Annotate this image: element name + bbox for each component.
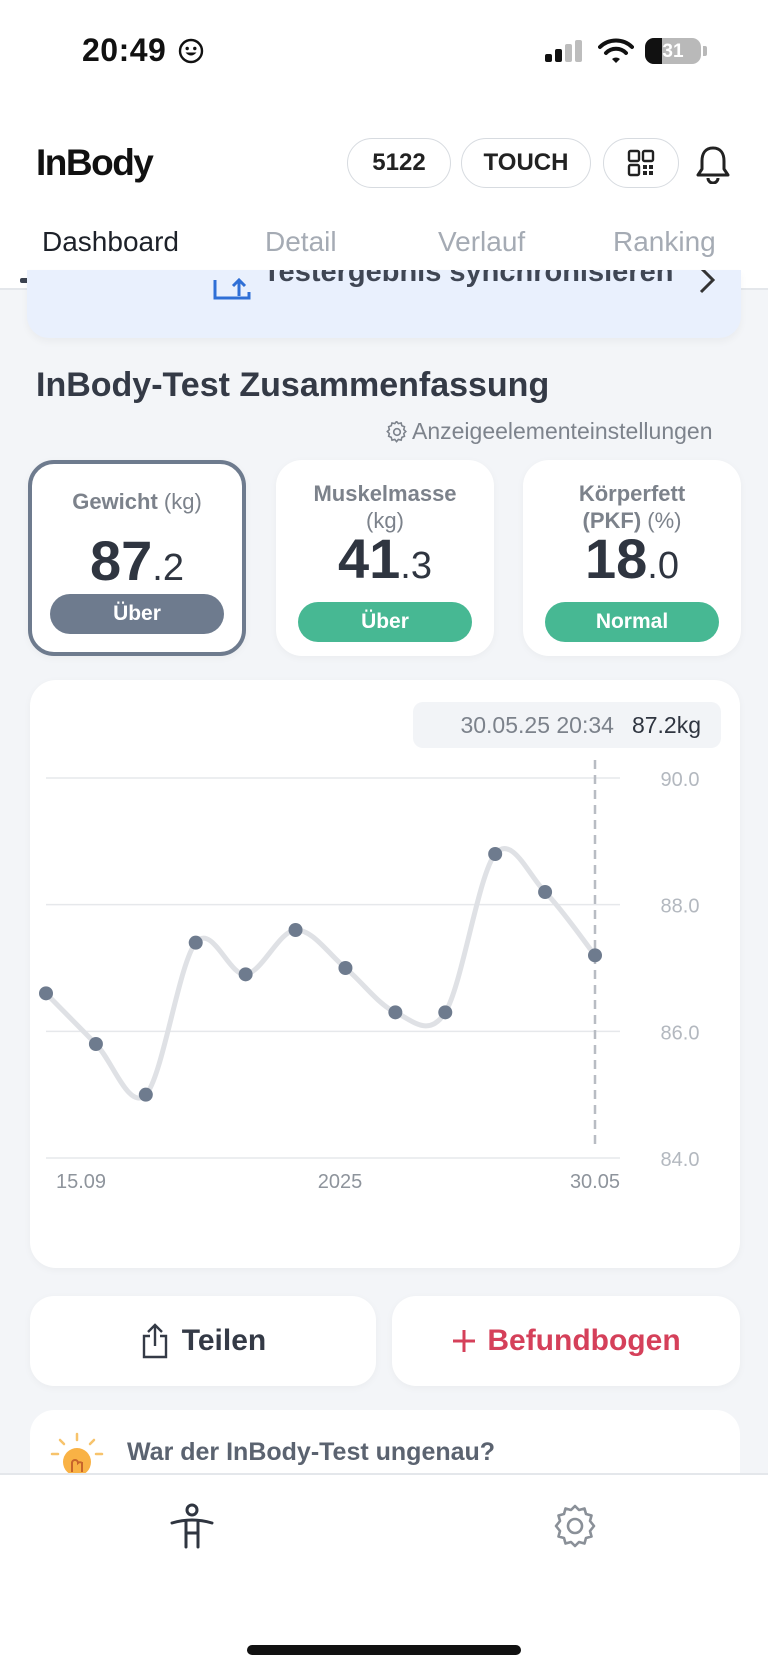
tab-bar: Dashboard Detail Verlauf Ranking	[0, 212, 768, 290]
weight-label: Gewicht (kg)	[72, 489, 202, 514]
chart-tooltip: 30.05.25 20:34 87.2kg	[413, 702, 721, 748]
data-point	[488, 847, 503, 861]
tab-verlauf[interactable]: Verlauf	[438, 226, 526, 257]
series-line	[43, 846, 598, 1101]
tooltip-value: 87.2kg	[631, 711, 701, 738]
app-header: InBody 5122 TOUCH Dashboard Detail Verla…	[0, 104, 768, 290]
settings-gear-icon[interactable]	[552, 1503, 598, 1549]
battery-tip	[703, 46, 707, 56]
id-badge-button[interactable]: 5122	[347, 138, 451, 188]
y-tick-label: 90.0	[661, 769, 700, 791]
chevron-right-icon	[699, 270, 716, 294]
muscle-card[interactable]: Muskelmasse (kg) 41.3 Über	[276, 460, 494, 656]
sync-banner-text: Testergebnis synchronisieren	[263, 270, 674, 288]
muscle-value: 41.3	[338, 527, 432, 590]
lightbulb-icon	[50, 1432, 104, 1476]
data-point	[88, 1037, 103, 1051]
data-point	[588, 948, 602, 963]
x-tick-label: 15.09	[56, 1171, 106, 1193]
weight-line-chart[interactable]: 90.0 88.0 86.0 84.0 15.09 2025 30.05	[30, 755, 740, 1235]
y-tick-label: 84.0	[661, 1149, 700, 1171]
wifi-icon	[598, 38, 634, 63]
result-sheet-button[interactable]: Befundbogen	[392, 1296, 740, 1386]
data-point	[338, 961, 353, 975]
section-title: InBody-Test Zusammenfassung	[36, 366, 550, 404]
qr-code-button[interactable]	[603, 138, 679, 188]
weight-status-badge: Über	[50, 594, 224, 634]
body-fat-label: Körperfett (PKF) (%)	[578, 481, 686, 533]
touch-button[interactable]: TOUCH	[461, 138, 591, 188]
battery-percent: 31	[662, 41, 684, 62]
body-fat-status-badge: Normal	[545, 602, 719, 642]
tab-dashboard[interactable]: Dashboard	[42, 226, 179, 257]
bell-icon[interactable]	[694, 144, 732, 184]
display-settings-link[interactable]: Anzeigeelementeinstellungen	[386, 418, 713, 445]
data-point	[39, 986, 53, 1001]
tab-ranking[interactable]: Ranking	[613, 226, 716, 257]
home-indicator	[247, 1645, 521, 1655]
qr-code-icon	[627, 149, 655, 177]
muscle-status-badge: Über	[298, 602, 472, 642]
body-composition-icon[interactable]	[168, 1503, 216, 1551]
inbody-logo: InBody	[36, 142, 154, 183]
share-button[interactable]: Teilen	[30, 1296, 376, 1386]
status-time: 20:49	[82, 32, 167, 68]
data-point	[388, 1005, 403, 1020]
share-label: Teilen	[181, 1324, 267, 1357]
tip-text: War der InBody-Test ungenau?	[127, 1438, 496, 1466]
display-settings-label: Anzeigeelementeinstellungen	[412, 418, 713, 444]
data-point	[538, 885, 553, 899]
y-tick-label: 86.0	[661, 1022, 700, 1044]
plus-icon	[453, 1330, 476, 1352]
upload-sync-icon	[213, 277, 251, 300]
body-fat-card[interactable]: Körperfett (PKF) (%) 18.0 Normal	[523, 460, 741, 656]
battery-icon: 31	[645, 38, 701, 64]
data-point	[438, 1005, 453, 1020]
weight-value: 87.2	[90, 529, 184, 592]
data-point	[288, 923, 303, 937]
x-tick-label: 2025	[318, 1171, 363, 1193]
y-tick-label: 88.0	[661, 896, 700, 918]
tab-detail[interactable]: Detail	[265, 226, 337, 257]
tooltip-date: 30.05.25 20:34	[460, 711, 614, 738]
share-icon	[142, 1323, 167, 1359]
cell-signal-icon	[545, 40, 582, 62]
bottom-navigation	[0, 1473, 768, 1665]
gear-icon	[386, 420, 407, 443]
data-point	[138, 1087, 153, 1102]
x-tick-label: 30.05	[570, 1171, 620, 1193]
weight-card[interactable]: Gewicht (kg) 87.2 Über	[28, 460, 246, 656]
smiley-icon	[178, 38, 204, 64]
data-point	[188, 935, 203, 950]
result-sheet-label: Befundbogen	[487, 1324, 681, 1357]
status-bar: 20:49 31	[0, 0, 768, 104]
data-point	[238, 967, 253, 982]
body-fat-value: 18.0	[585, 527, 679, 590]
muscle-label: Muskelmasse (kg)	[313, 481, 457, 533]
sync-banner[interactable]: Testergebnis synchronisieren	[27, 270, 741, 338]
